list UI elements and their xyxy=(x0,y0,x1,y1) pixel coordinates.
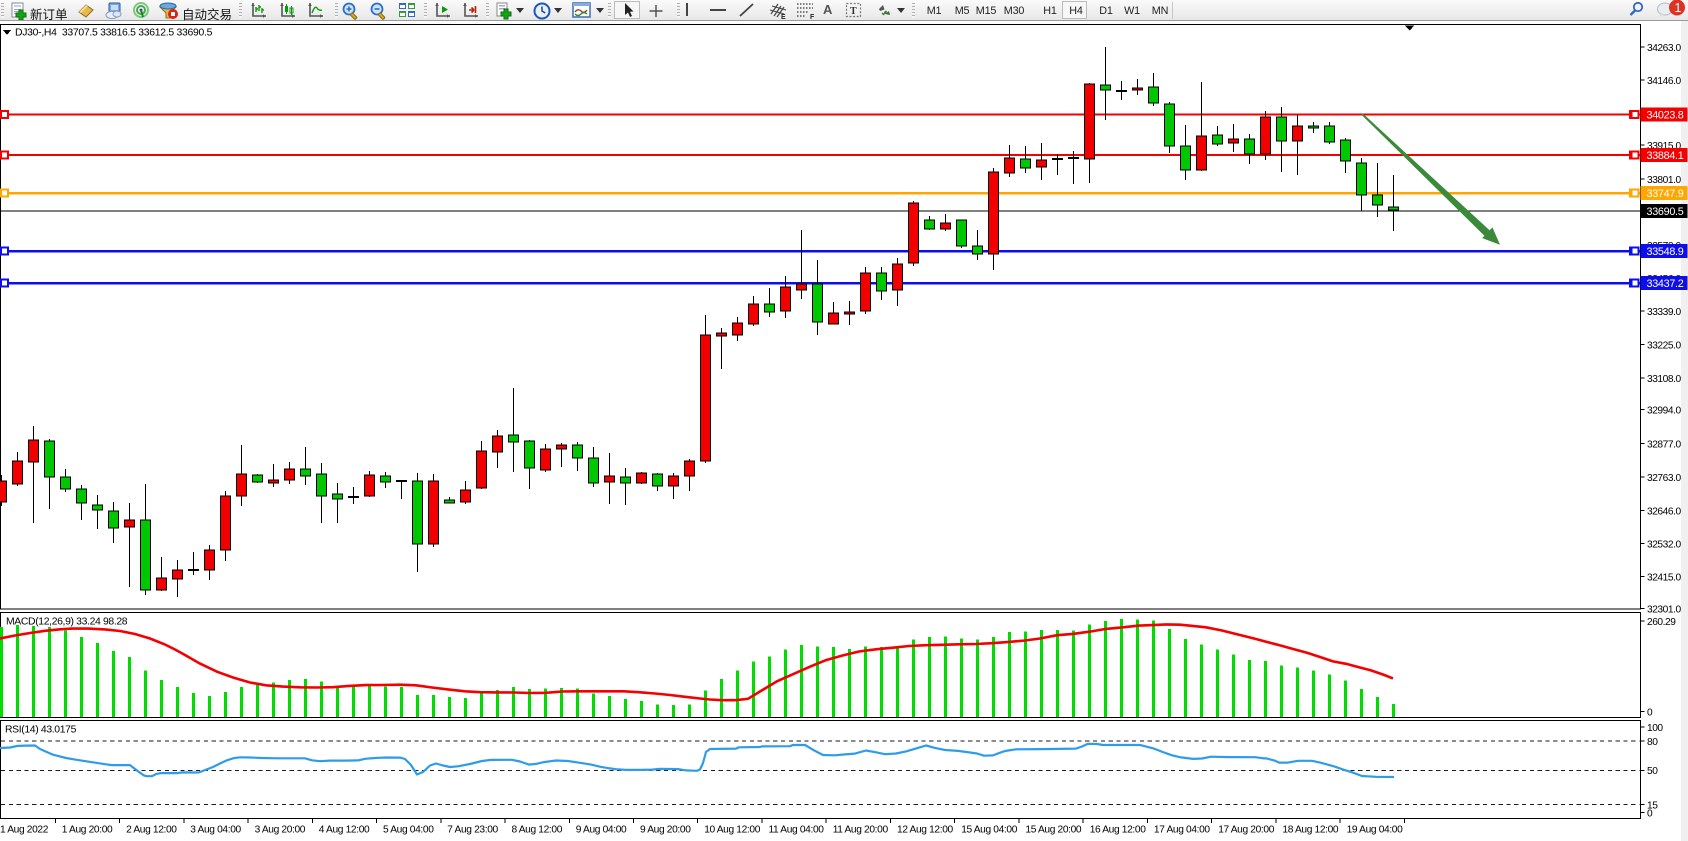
svg-text:12 Aug 12:00: 12 Aug 12:00 xyxy=(897,825,954,836)
svg-text:32877.0: 32877.0 xyxy=(1647,439,1681,450)
svg-text:33884.1: 33884.1 xyxy=(1647,150,1684,162)
svg-text:2 Aug 12:00: 2 Aug 12:00 xyxy=(126,825,177,836)
svg-text:10 Aug 12:00: 10 Aug 12:00 xyxy=(704,825,761,836)
svg-text:33801.0: 33801.0 xyxy=(1647,175,1681,186)
svg-text:8 Aug 12:00: 8 Aug 12:00 xyxy=(512,825,563,836)
svg-text:0: 0 xyxy=(1647,808,1653,819)
svg-text:17 Aug 04:00: 17 Aug 04:00 xyxy=(1154,825,1211,836)
svg-text:32646.0: 32646.0 xyxy=(1647,506,1681,517)
svg-text:9 Aug 20:00: 9 Aug 20:00 xyxy=(640,825,691,836)
svg-text:16 Aug 12:00: 16 Aug 12:00 xyxy=(1090,825,1147,836)
svg-text:4 Aug 12:00: 4 Aug 12:00 xyxy=(319,825,370,836)
svg-text:33690.5: 33690.5 xyxy=(1647,206,1684,218)
svg-text:E: E xyxy=(781,14,786,20)
svg-text:33437.2: 33437.2 xyxy=(1647,278,1684,290)
svg-text:17 Aug 20:00: 17 Aug 20:00 xyxy=(1218,825,1275,836)
svg-text:34146.0: 34146.0 xyxy=(1647,76,1681,87)
svg-text:18 Aug 12:00: 18 Aug 12:00 xyxy=(1282,825,1339,836)
svg-text:RSI(14) 43.0175: RSI(14) 43.0175 xyxy=(5,724,77,735)
svg-text:11 Aug 04:00: 11 Aug 04:00 xyxy=(769,825,825,836)
svg-text:F: F xyxy=(810,14,815,20)
svg-text:32994.0: 32994.0 xyxy=(1647,405,1681,416)
svg-text:11 Aug 20:00: 11 Aug 20:00 xyxy=(833,825,889,836)
svg-text:50: 50 xyxy=(1647,766,1658,777)
svg-text:33108.0: 33108.0 xyxy=(1647,374,1681,385)
svg-text:33548.9: 33548.9 xyxy=(1647,246,1684,258)
svg-text:1 Aug 20:00: 1 Aug 20:00 xyxy=(62,825,113,836)
svg-text:32301.0: 32301.0 xyxy=(1647,604,1681,615)
svg-text:DJ30-,H4 33707.5 33816.5 3361: DJ30-,H4 33707.5 33816.5 33612.5 33690.5 xyxy=(15,28,213,39)
svg-text:5 Aug 04:00: 5 Aug 04:00 xyxy=(383,825,434,836)
svg-text:3 Aug 20:00: 3 Aug 20:00 xyxy=(255,825,306,836)
svg-text:32532.0: 32532.0 xyxy=(1647,539,1681,550)
svg-text:15 Aug 20:00: 15 Aug 20:00 xyxy=(1025,825,1082,836)
svg-text:33915.0: 33915.0 xyxy=(1647,141,1681,152)
svg-text:33225.0: 33225.0 xyxy=(1647,340,1681,351)
svg-text:15 Aug 04:00: 15 Aug 04:00 xyxy=(961,825,1018,836)
svg-text:1: 1 xyxy=(1675,1,1682,15)
svg-text:0: 0 xyxy=(1647,707,1653,718)
svg-text:33339.0: 33339.0 xyxy=(1647,307,1681,318)
svg-text:1 Aug 2022: 1 Aug 2022 xyxy=(0,825,49,836)
svg-text:T: T xyxy=(850,6,857,17)
svg-text:34023.8: 34023.8 xyxy=(1647,110,1684,122)
svg-text:100: 100 xyxy=(1647,723,1663,734)
svg-text:34263.0: 34263.0 xyxy=(1647,43,1681,54)
svg-text:MACD(12,26,9) 33.24 98.28: MACD(12,26,9) 33.24 98.28 xyxy=(6,617,128,628)
svg-text:33747.9: 33747.9 xyxy=(1647,188,1684,200)
svg-text:32763.0: 32763.0 xyxy=(1647,473,1681,484)
svg-text:7 Aug 23:00: 7 Aug 23:00 xyxy=(447,825,498,836)
svg-text:260.29: 260.29 xyxy=(1647,617,1676,628)
svg-text:3 Aug 04:00: 3 Aug 04:00 xyxy=(190,825,241,836)
svg-text:32415.0: 32415.0 xyxy=(1647,572,1681,583)
svg-text:19 Aug 04:00: 19 Aug 04:00 xyxy=(1347,825,1404,836)
svg-text:80: 80 xyxy=(1647,737,1658,748)
svg-text:9 Aug 04:00: 9 Aug 04:00 xyxy=(576,825,627,836)
svg-text:15: 15 xyxy=(1647,800,1658,811)
